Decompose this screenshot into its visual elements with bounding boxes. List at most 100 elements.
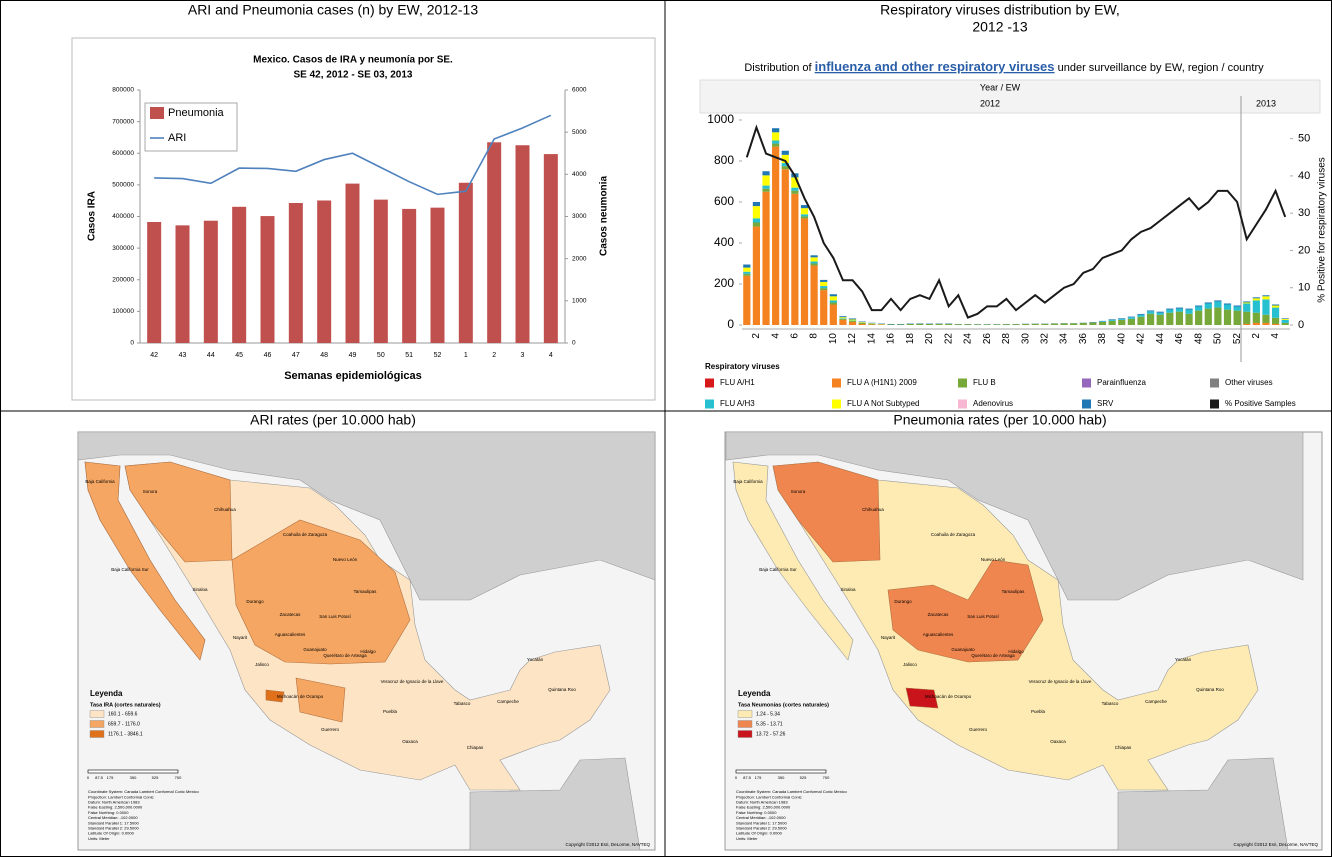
bar-segment (1243, 323, 1251, 325)
bar (288, 203, 303, 343)
legend-swatch (89, 720, 105, 728)
x-tick-label: 2 (1251, 333, 1262, 339)
y-tick-label: 600 (714, 194, 734, 208)
state-label: Campeche (497, 699, 519, 704)
panel-heading: ARI and Pneumonia cases (n) by EW, 2012-… (188, 2, 478, 18)
state-label: Coahuila de Zaragoza (931, 532, 976, 537)
bar-segment (800, 214, 809, 217)
state-label: Tabasco (454, 701, 471, 706)
bar-segment (1252, 297, 1260, 299)
bar (147, 221, 162, 343)
legend-label: 13.72 - 57.26 (756, 731, 786, 737)
bar-segment (1204, 303, 1212, 309)
bar-segment (1214, 300, 1222, 302)
legend-label: Adenovirus (973, 399, 1013, 408)
bar-segment (810, 263, 818, 266)
state-region (265, 689, 285, 703)
state-label: Tabasco (1102, 701, 1119, 706)
bar (458, 182, 473, 343)
x-tick-label: 22 (943, 333, 954, 345)
state-label: Hidalgo (360, 649, 376, 654)
bar-segment (1175, 308, 1184, 312)
bar-segment (1041, 323, 1049, 325)
legend-title: Respiratory viruses (705, 362, 780, 371)
legend-swatch (89, 710, 105, 718)
bar-segment (820, 279, 828, 282)
x-tick-label: 16 (886, 333, 897, 345)
bar-segment (743, 275, 751, 325)
bar-segment (1252, 322, 1260, 325)
x-tick-label: 4 (549, 352, 553, 359)
state-label: Puebla (383, 709, 398, 714)
bar-segment (1118, 319, 1126, 325)
state-label: Michoacán de Ocampo (925, 694, 972, 699)
bar-segment (1243, 302, 1251, 304)
map-note: Latitude Of Origin: 0.0000 (736, 831, 783, 836)
bar-segment (1146, 313, 1155, 325)
land-neighbor (1117, 757, 1289, 851)
bar-segment (1156, 314, 1164, 325)
bar-segment (781, 150, 789, 155)
bar-segment (858, 322, 866, 324)
chart-frame (71, 37, 656, 401)
bar-segment (772, 146, 780, 325)
bar-segment (858, 323, 866, 325)
state-label: Oaxaca (402, 739, 418, 744)
x-tick-label: 8 (809, 333, 820, 339)
year-header (699, 79, 1321, 114)
bar-segment (743, 267, 751, 272)
bar-segment (1195, 305, 1203, 307)
state-label: Querétaro de Arteaga (971, 653, 1015, 658)
bar-segment (964, 324, 972, 325)
state-label: Sonora (143, 489, 158, 494)
bar-segment (1195, 310, 1203, 325)
bar-segment (887, 324, 895, 325)
bar-segment (743, 273, 751, 276)
bar-segment (1137, 313, 1145, 315)
y2-tick-label: 50 (1298, 133, 1310, 145)
x-tick-label: 44 (207, 352, 215, 359)
legend-swatch (958, 399, 967, 409)
x-tick-label: 48 (320, 352, 328, 359)
panel-heading: ARI rates (per 10.000 hab) (250, 412, 416, 428)
bar-segment (839, 318, 847, 320)
legend-swatch (1210, 399, 1219, 409)
bar-segment (1156, 312, 1164, 315)
bar-segment (791, 190, 799, 194)
x-tick-label: 4 (770, 333, 781, 339)
y2-tick-label: 5000 (572, 129, 587, 136)
state-region (905, 687, 939, 709)
x-tick-label: 46 (264, 352, 272, 359)
y-tick-label: 300000 (112, 245, 134, 252)
bar-segment (1108, 319, 1116, 320)
scale-label: 350 (778, 775, 785, 780)
state-label: Tamaulipas (1002, 589, 1026, 594)
state-label: Durango (894, 599, 912, 604)
x-tick-label: 52 (434, 352, 442, 359)
map-note: Datum: North American 1983 (88, 799, 140, 804)
state-label: Jalisco (255, 662, 269, 667)
bar-segment (1166, 308, 1174, 310)
state-label: Sinaloa (840, 587, 856, 592)
legend-swatch (1082, 378, 1091, 388)
y-tick-label: 0 (727, 317, 734, 331)
map-note: Coordinate System: Canada Lambert Confor… (88, 789, 199, 794)
bar (232, 206, 247, 343)
bar-segment (839, 319, 847, 325)
y2-tick-label: 6000 (572, 87, 587, 94)
bar-segment (897, 324, 905, 325)
map-note: Central Meridian: -102.0000 (736, 815, 786, 820)
bar-segment (772, 143, 780, 147)
bar-segment (1271, 323, 1280, 325)
bar-segment (810, 257, 818, 262)
bar-segment (1118, 318, 1126, 320)
bar-segment (868, 323, 876, 325)
bar-segment (1012, 324, 1020, 325)
x-tick-label: 42 (150, 352, 158, 359)
x-tick-label: 1 (464, 352, 468, 359)
state-label: Oaxaca (1050, 739, 1066, 744)
bar-segment (791, 193, 799, 325)
bar-segment (935, 323, 943, 325)
bar-segment (781, 166, 789, 170)
bar (345, 183, 360, 343)
